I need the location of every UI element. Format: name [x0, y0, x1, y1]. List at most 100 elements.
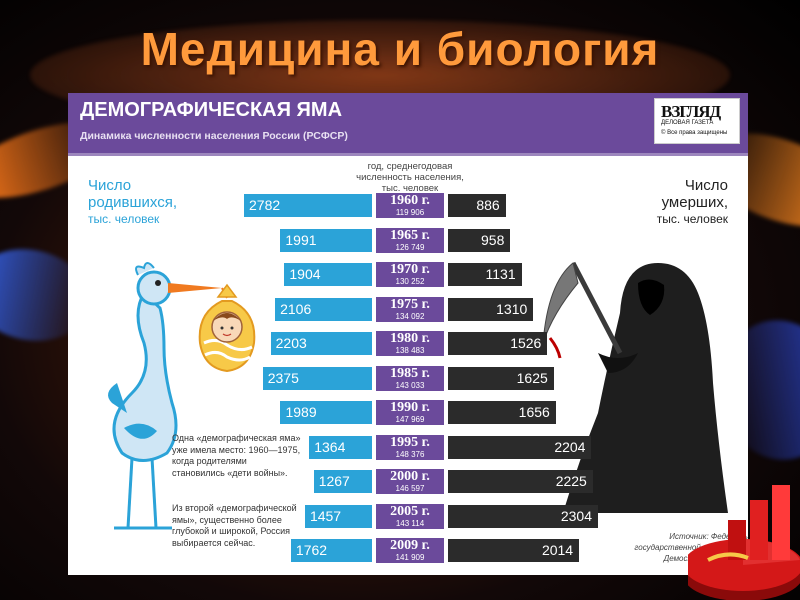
births-value-label: 2782 — [249, 197, 281, 213]
year-label: 1990 г. — [390, 400, 430, 415]
births-legend-line: Число — [88, 177, 132, 194]
deaths-bar: 958 — [448, 228, 511, 252]
births-value-label: 2203 — [275, 335, 307, 351]
year-label: 1975 г. — [390, 296, 430, 312]
deaths-value-label: 886 — [476, 197, 500, 213]
births-bar: 2203 — [270, 332, 372, 355]
deaths-bar: 1656 — [448, 401, 556, 424]
births-value-label: 1267 — [318, 473, 350, 489]
deaths-bar: 2304 — [448, 504, 598, 528]
infographic-panel: ДЕМОГРАФИЧЕСКАЯ ЯМА Динамика численности… — [68, 93, 748, 575]
year-label: 1965 г. — [390, 227, 430, 243]
population-label: 143 033 — [395, 380, 425, 390]
deaths-bar: 2225 — [448, 470, 593, 493]
year-label: 1980 г. — [390, 331, 430, 346]
deaths-bar: 1526 — [448, 332, 548, 355]
year-population-box: 1980 г. 138 483 — [376, 331, 444, 356]
year-population-box: 1975 г. 134 092 — [376, 296, 444, 322]
note-second-demographic-pit: Из второй «демографической ямы», существ… — [172, 503, 297, 548]
births-bar: 1904 — [284, 263, 372, 286]
deaths-value-label: 1656 — [518, 404, 550, 420]
births-bar: 2782 — [244, 194, 372, 217]
deaths-bar: 1131 — [448, 263, 522, 286]
deaths-value-label: 1526 — [510, 335, 542, 351]
deaths-value-label: 1131 — [485, 266, 516, 282]
year-column-header-line: численность населения, — [356, 172, 464, 183]
slide-title: Медицина и биология — [140, 23, 660, 75]
deaths-value-label: 2204 — [554, 438, 586, 455]
logo-tagline: ДЕЛОВАЯ ГАЗЕТА — [661, 120, 714, 126]
births-bar: 1991 — [280, 228, 372, 252]
logo-rights: © Все права защищены — [661, 130, 728, 136]
population-label: 134 092 — [395, 311, 425, 321]
year-population-box: 1960 г. 119 906 — [376, 193, 444, 218]
births-bar: 1364 — [309, 435, 372, 459]
births-bar: 2106 — [275, 297, 372, 321]
deaths-value-label: 2304 — [560, 507, 592, 524]
year-population-box: 1995 г. 148 376 — [376, 434, 444, 460]
year-population-box: 2000 г. 146 597 — [376, 469, 444, 494]
deaths-bar: 2014 — [448, 539, 580, 562]
births-bar: 1457 — [304, 504, 372, 528]
births-legend-line: родившихся, — [88, 194, 177, 211]
year-population-box: 1990 г. 147 969 — [376, 400, 444, 425]
births-value-label: 1991 — [285, 231, 317, 248]
year-label: 2000 г. — [390, 469, 430, 484]
year-population-box: 1985 г. 143 033 — [376, 365, 444, 391]
year-label: 1985 г. — [390, 365, 430, 381]
note-first-demographic-pit: Одна «демографическая яма» уже имела мес… — [172, 433, 301, 478]
population-label: 130 252 — [395, 277, 425, 286]
births-value-label: 1762 — [295, 542, 328, 558]
deaths-bar: 2204 — [448, 435, 592, 459]
vzglyad-logo: ВЗГЛЯД ДЕЛОВАЯ ГАЗЕТА © Все права защище… — [654, 98, 740, 144]
source-line: государственной статистик — [634, 543, 748, 552]
births-value-label: 2375 — [267, 369, 299, 386]
deaths-legend-line: умерших, — [661, 194, 728, 211]
births-value-label: 1457 — [309, 507, 342, 524]
deaths-value-label: 1625 — [516, 369, 548, 386]
year-population-box: 2009 г. 141 909 — [376, 538, 444, 563]
births-bar: 1989 — [280, 401, 372, 424]
deaths-value-label: 1310 — [496, 300, 528, 317]
deaths-bar: 886 — [448, 194, 506, 217]
births-bar: 1762 — [290, 539, 372, 562]
deaths-legend: Число умерших, тыс. человек — [628, 177, 728, 228]
deaths-bar: 1625 — [448, 366, 554, 390]
year-population-box: 2005 г. 143 114 — [376, 503, 444, 529]
year-population-box: 1965 г. 126 749 — [376, 227, 444, 253]
header-divider — [68, 153, 748, 156]
population-label: 143 114 — [395, 518, 425, 528]
year-column-header: год, среднегодовая численность населения… — [350, 161, 470, 194]
year-label: 1970 г. — [390, 262, 430, 277]
population-label: 138 483 — [395, 346, 425, 355]
population-label: 146 597 — [395, 484, 425, 493]
year-label: 2009 г. — [390, 538, 430, 553]
deaths-legend-line: тыс. человек — [656, 212, 728, 226]
population-label: 147 969 — [395, 415, 425, 424]
births-value-label: 1364 — [314, 438, 346, 455]
grim-reaper-illustration — [542, 261, 728, 513]
year-column-header-line: тыс. человек — [381, 183, 439, 194]
births-legend: Число родившихся, тыс. человек — [88, 177, 177, 228]
deaths-value-label: 2014 — [541, 542, 574, 558]
deaths-value-label: 958 — [481, 231, 505, 248]
infographic-subtitle: Динамика численности населения России (Р… — [80, 130, 348, 142]
deaths-legend-line: Число — [684, 177, 728, 194]
year-label: 2005 г. — [390, 503, 430, 519]
births-value-label: 1904 — [289, 266, 321, 282]
year-label: 1960 г. — [390, 193, 430, 208]
stork-illustration — [108, 262, 256, 530]
deaths-value-label: 2225 — [555, 473, 587, 489]
infographic-header: ДЕМОГРАФИЧЕСКАЯ ЯМА Динамика численности… — [68, 93, 748, 153]
births-bar: 2375 — [262, 366, 372, 390]
population-label: 148 376 — [395, 449, 425, 459]
births-value-label: 2106 — [280, 300, 312, 317]
births-bar: 1267 — [313, 470, 372, 493]
infographic-title: ДЕМОГРАФИЧЕСКАЯ ЯМА — [80, 99, 343, 121]
population-label: 119 906 — [395, 208, 425, 217]
chart-decoration-icon — [688, 485, 800, 600]
year-label: 1995 г. — [390, 434, 430, 450]
population-label: 126 749 — [395, 242, 425, 252]
logo-name: ВЗГЛЯД — [661, 102, 721, 121]
source-line: Источник: Федераль — [669, 532, 748, 541]
